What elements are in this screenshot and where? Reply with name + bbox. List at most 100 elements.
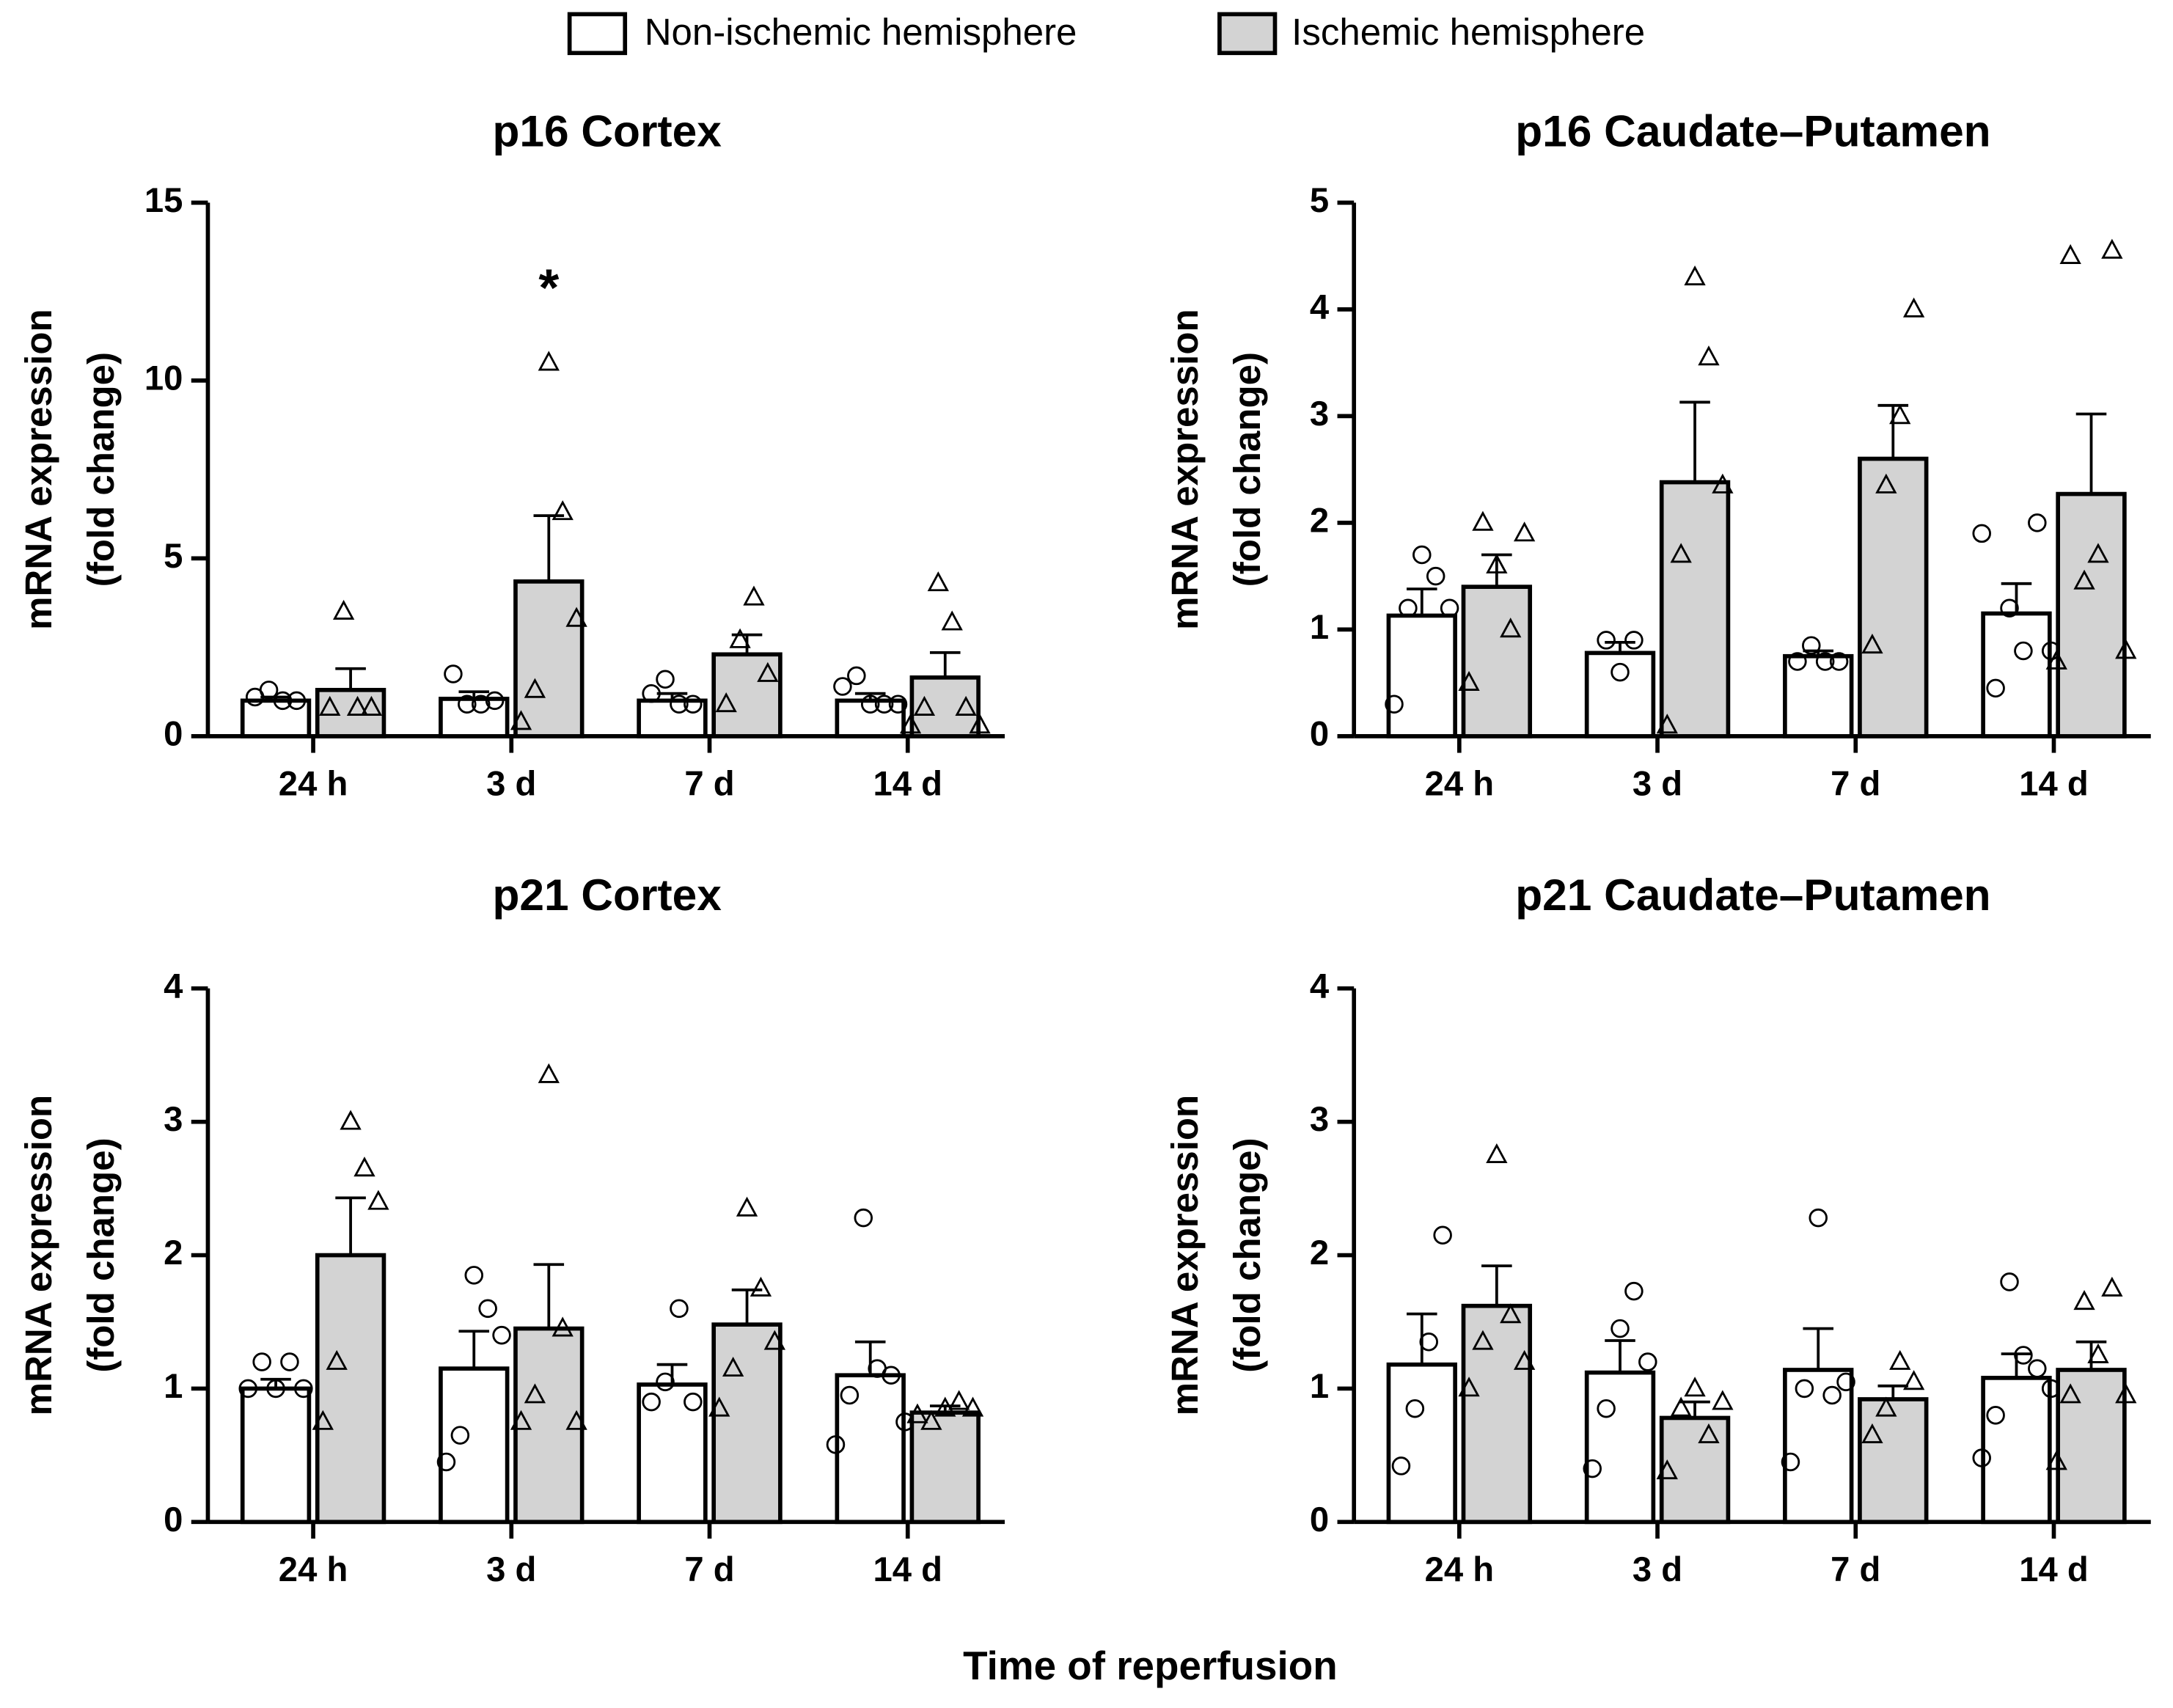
data-point (2045, 649, 2067, 670)
bar (513, 579, 585, 738)
y-tick-label: 4 (1310, 967, 1330, 1005)
data-point (1875, 1396, 1897, 1417)
data-point (273, 691, 293, 711)
y-axis-label: (fold change) (80, 1137, 122, 1372)
bar (637, 1382, 708, 1525)
data-point (743, 585, 765, 606)
data-point (860, 694, 880, 714)
data-point (2014, 641, 2033, 661)
data-point (2073, 569, 2095, 590)
data-point (478, 1299, 497, 1319)
bar (315, 1253, 386, 1525)
data-point (2073, 1290, 2095, 1311)
data-point (708, 1396, 730, 1417)
data-point (840, 1385, 860, 1405)
bar (1584, 650, 1656, 738)
data-point (1684, 265, 1706, 286)
data-point (1656, 714, 1678, 734)
bar (315, 687, 386, 738)
data-point (436, 1452, 456, 1472)
data-point (2045, 1450, 2067, 1470)
data-point (642, 683, 661, 703)
data-point (252, 1352, 271, 1371)
data-point (1656, 1459, 1678, 1480)
data-point (2000, 1272, 2019, 1291)
data-point (552, 1316, 574, 1337)
data-point (1513, 1349, 1536, 1370)
bar (1981, 1376, 2052, 1525)
data-point (1391, 1456, 1411, 1476)
bar (1386, 613, 1457, 738)
bar (1858, 1397, 1929, 1525)
data-point (458, 694, 477, 714)
data-point (670, 694, 689, 714)
data-point (259, 681, 279, 700)
legend-label: Non-ischemic hemisphere (645, 11, 1077, 53)
data-point (1440, 598, 1459, 618)
y-tick-label: 0 (1310, 714, 1329, 753)
data-point (1889, 1349, 1911, 1370)
bar (711, 1322, 783, 1525)
data-point (899, 714, 922, 734)
x-tick-label: 14 d (2019, 1550, 2089, 1589)
y-tick-label: 4 (1310, 287, 1330, 326)
data-point (2000, 598, 2019, 618)
data-point (312, 1410, 334, 1430)
x-tick-label: 3 d (1633, 1550, 1682, 1589)
data-point (360, 695, 383, 716)
data-point (444, 664, 463, 683)
x-tick-label: 24 h (279, 1550, 348, 1589)
y-tick-label: 3 (1310, 1100, 1329, 1139)
data-point (1861, 633, 1883, 654)
x-tick-label: 14 d (2019, 764, 2089, 803)
y-tick-label: 1 (164, 1367, 183, 1406)
data-point (1433, 1225, 1452, 1245)
data-point (1809, 1208, 1828, 1228)
data-point (1836, 1372, 1855, 1392)
y-tick-label: 4 (164, 967, 183, 1005)
y-tick-label: 0 (164, 1500, 183, 1539)
data-point (367, 1190, 389, 1210)
y-tick-label: 2 (164, 1234, 183, 1272)
x-tick-label: 7 d (684, 764, 734, 803)
bar (1783, 1368, 1854, 1525)
data-point (969, 714, 991, 734)
data-point (524, 678, 546, 698)
data-point (524, 1383, 546, 1404)
y-axis-label: mRNA expression (18, 309, 59, 630)
data-point (1795, 1379, 1814, 1399)
data-point (642, 1392, 661, 1412)
data-point (565, 1410, 587, 1430)
data-point (1712, 473, 1734, 494)
chart-title: p21 Cortex (492, 870, 722, 920)
legend-swatch (1217, 12, 1278, 56)
data-point (684, 1392, 703, 1412)
data-point (1486, 1143, 1508, 1164)
data-point (353, 1157, 375, 1177)
data-point (346, 695, 369, 716)
data-point (757, 661, 779, 682)
y-tick-label: 0 (164, 714, 183, 753)
y-tick-label: 1 (1310, 1367, 1329, 1406)
data-point (1986, 1406, 2005, 1425)
y-axis-label: mRNA expression (18, 1095, 59, 1416)
bar (240, 1386, 312, 1525)
data-point (1426, 566, 1445, 586)
data-point (1698, 345, 1720, 366)
x-tick-label: 7 d (1831, 1550, 1880, 1589)
data-point (2059, 243, 2081, 264)
bar (2056, 1368, 2127, 1525)
bar (835, 1373, 906, 1525)
data-point (1597, 631, 1616, 650)
data-point (1513, 521, 1536, 542)
x-tick-label: 24 h (1425, 1550, 1495, 1589)
data-point (538, 351, 560, 371)
data-point (1815, 652, 1835, 671)
x-tick-label: 3 d (486, 1550, 536, 1589)
bar (1386, 1362, 1457, 1525)
bar (909, 1410, 981, 1525)
data-point (854, 1208, 873, 1228)
bar (1659, 480, 1731, 738)
x-tick-label: 24 h (1425, 764, 1495, 803)
